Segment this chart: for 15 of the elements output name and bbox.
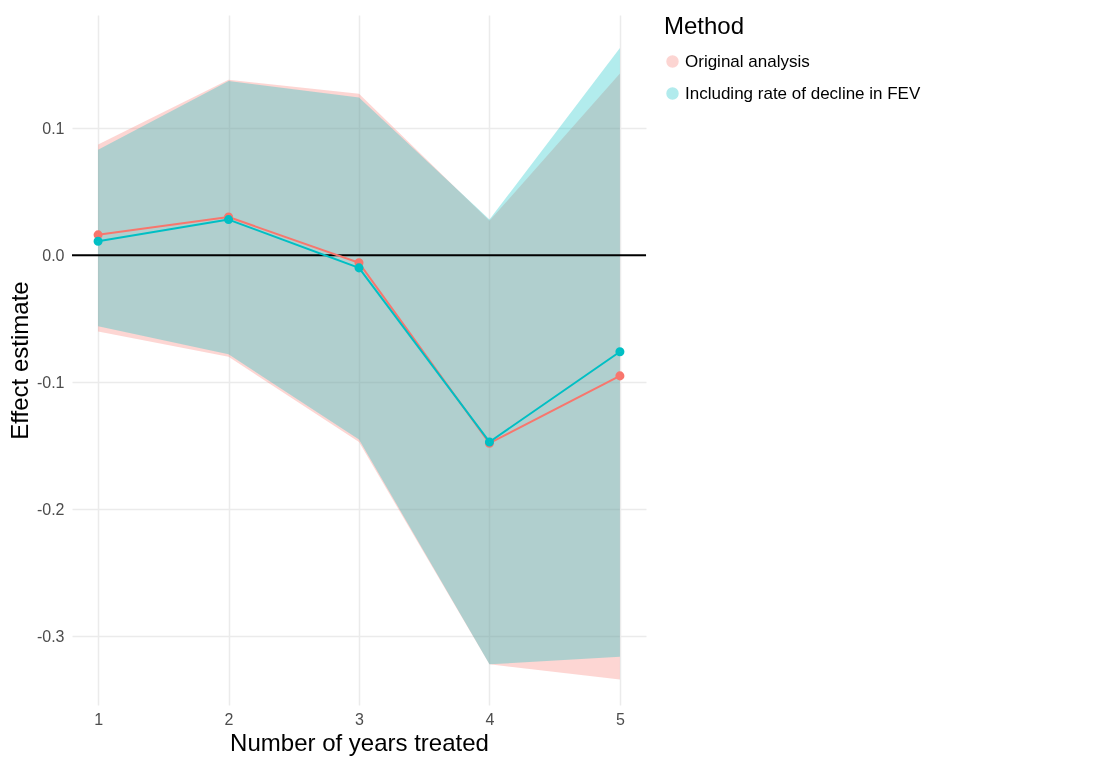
y-tick-label: 0.1 xyxy=(42,119,65,137)
x-tick-label: 1 xyxy=(94,710,104,728)
legend-label: Original analysis xyxy=(685,51,810,71)
x-tick-label: 5 xyxy=(615,710,625,728)
legend-title: Method xyxy=(664,12,745,39)
y-tick-label: 0.0 xyxy=(42,246,65,264)
x-tick-label: 3 xyxy=(355,710,365,728)
y-axis-title: Effect estimate xyxy=(5,281,33,440)
y-tick-label: -0.2 xyxy=(36,500,65,518)
x-tick-label: 4 xyxy=(485,710,495,728)
y-tick-label: -0.1 xyxy=(36,373,65,391)
x-axis-title: Number of years treated xyxy=(230,728,489,756)
y-tick-label: -0.3 xyxy=(36,627,65,645)
legend-label: Including rate of decline in FEV xyxy=(685,83,921,103)
x-tick-label: 2 xyxy=(224,710,234,728)
